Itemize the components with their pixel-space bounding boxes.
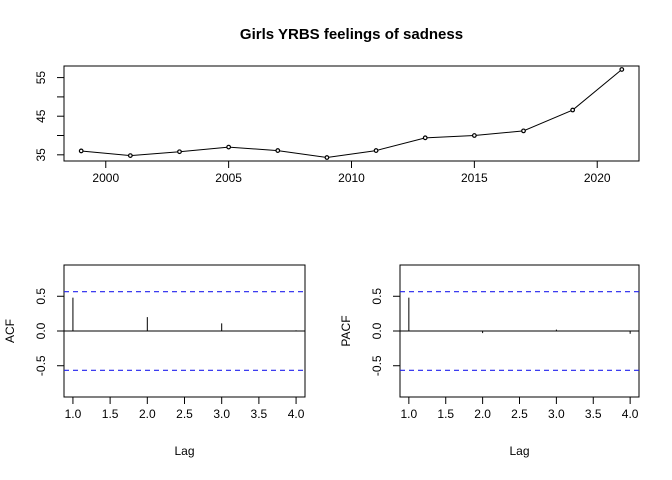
x-tick-label: 3.5 [585, 407, 602, 421]
data-point [78, 148, 84, 154]
data-point [324, 155, 330, 160]
series-line [81, 69, 623, 159]
y-axis-label: ACF [3, 319, 17, 343]
data-point [471, 133, 477, 138]
x-tick-label: 2015 [461, 171, 488, 185]
data-point [275, 148, 281, 153]
y-tick-label: 0.0 [370, 322, 384, 339]
data-point [226, 144, 232, 150]
y-tick-label: 0.5 [370, 288, 384, 305]
x-tick-label: 2005 [215, 171, 242, 185]
x-tick-label: 2000 [92, 171, 119, 185]
x-tick-label: 2.5 [511, 407, 528, 421]
data-point [619, 67, 625, 72]
data-point [570, 107, 576, 113]
data-point [127, 153, 133, 158]
x-tick-label: 1.0 [65, 407, 82, 421]
x-axis-label: Lag [174, 444, 194, 458]
x-tick-label: 2.0 [139, 407, 156, 421]
x-tick-label: 2.0 [474, 407, 491, 421]
x-tick-label: 3.0 [213, 407, 230, 421]
y-tick-label: 45 [34, 109, 48, 123]
x-tick-label: 3.0 [548, 407, 565, 421]
x-tick-label: 2.5 [176, 407, 193, 421]
y-axis-label: PACF [339, 315, 353, 346]
acf-plot: 1.0 1.5 2.0 2.5 3.0 3.5 4.0 -0.5 0.0 0.5 Lag ACF [3, 264, 306, 458]
y-tick-label: 35 [34, 148, 48, 162]
x-tick-label: 1.5 [437, 407, 454, 421]
y-tick-label: -0.5 [34, 355, 48, 376]
data-point [177, 149, 182, 155]
x-tick-label: 4.0 [288, 407, 305, 421]
y-tick-label: 0.0 [34, 322, 48, 339]
x-tick-label: 3.5 [251, 407, 268, 421]
y-tick-label: 55 [34, 71, 48, 85]
data-point [521, 128, 526, 134]
plot-frame [63, 65, 640, 162]
x-tick-label: 2010 [338, 171, 365, 185]
pacf-plot: 1.0 1.5 2.0 2.5 3.0 3.5 4.0 -0.5 0.0 0.5 Lag PACF [339, 264, 640, 458]
main-line-plot: 2000 2005 2010 2015 2020 35 45 55 [34, 65, 640, 185]
data-point [373, 148, 379, 153]
x-tick-label: 4.0 [622, 407, 639, 421]
chart-title: Girls YRBS feelings of sadness [240, 26, 463, 43]
x-tick-label: 2020 [584, 171, 611, 185]
y-tick-label: 0.5 [34, 288, 48, 305]
x-tick-label: 1.0 [401, 407, 418, 421]
x-tick-label: 1.5 [102, 407, 119, 421]
data-point [422, 135, 428, 141]
x-axis-label: Lag [509, 444, 529, 458]
y-tick-label: -0.5 [370, 355, 384, 376]
